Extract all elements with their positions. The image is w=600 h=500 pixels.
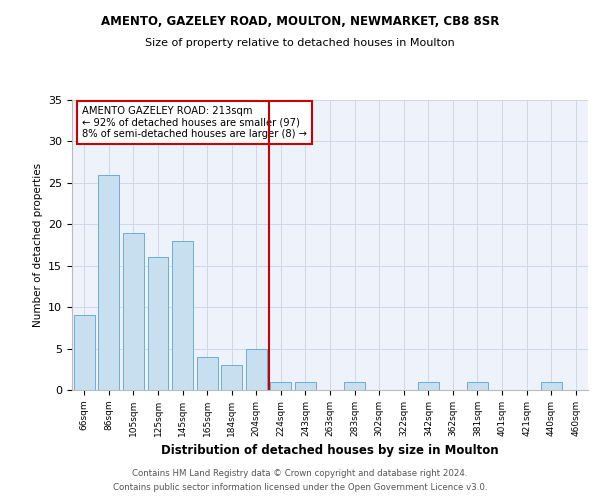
Bar <box>123 232 144 390</box>
Bar <box>418 382 439 390</box>
Bar <box>172 241 193 390</box>
Bar <box>541 382 562 390</box>
Y-axis label: Number of detached properties: Number of detached properties <box>32 163 43 327</box>
Bar <box>344 382 365 390</box>
Text: AMENTO GAZELEY ROAD: 213sqm
← 92% of detached houses are smaller (97)
8% of semi: AMENTO GAZELEY ROAD: 213sqm ← 92% of det… <box>82 106 307 139</box>
Bar <box>271 382 292 390</box>
Bar <box>148 258 169 390</box>
Bar <box>197 357 218 390</box>
X-axis label: Distribution of detached houses by size in Moulton: Distribution of detached houses by size … <box>161 444 499 458</box>
Text: AMENTO, GAZELEY ROAD, MOULTON, NEWMARKET, CB8 8SR: AMENTO, GAZELEY ROAD, MOULTON, NEWMARKET… <box>101 15 499 28</box>
Text: Contains HM Land Registry data © Crown copyright and database right 2024.: Contains HM Land Registry data © Crown c… <box>132 468 468 477</box>
Bar <box>467 382 488 390</box>
Text: Size of property relative to detached houses in Moulton: Size of property relative to detached ho… <box>145 38 455 48</box>
Bar <box>246 348 267 390</box>
Text: Contains public sector information licensed under the Open Government Licence v3: Contains public sector information licen… <box>113 484 487 492</box>
Bar <box>295 382 316 390</box>
Bar <box>98 174 119 390</box>
Bar <box>221 365 242 390</box>
Bar <box>74 316 95 390</box>
